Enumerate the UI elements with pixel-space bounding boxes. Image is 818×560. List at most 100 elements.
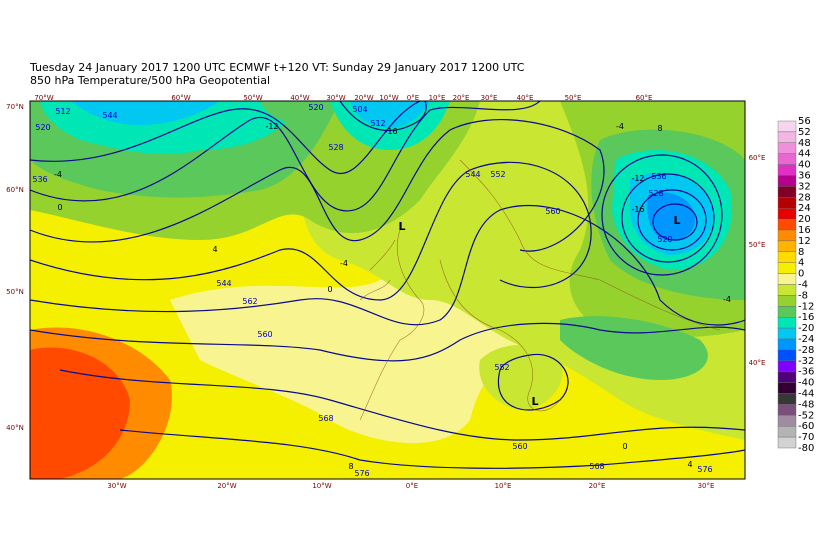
legend-label: -44 — [798, 389, 814, 400]
map-frame — [29, 100, 746, 480]
latitude-label: 60°E — [749, 154, 766, 162]
temperature-label: 0 — [622, 442, 627, 451]
legend-label: 56 — [798, 116, 811, 127]
temperature-label: -16 — [384, 127, 397, 136]
legend-label: -24 — [798, 334, 814, 345]
legend-label: -12 — [798, 301, 814, 312]
longitude-label: 10°W — [379, 94, 398, 102]
legend-label: -32 — [798, 356, 814, 367]
low-centre: L — [673, 214, 680, 227]
contour-label: 504 — [352, 105, 367, 114]
temperature-fields — [30, 101, 745, 479]
legend-swatch — [777, 327, 797, 340]
legend-label: -60 — [798, 421, 814, 432]
legend-label: 36 — [798, 171, 811, 182]
temperature-label: -4 — [616, 122, 624, 131]
temperature-label: -12 — [631, 174, 644, 183]
legend-label: 20 — [798, 214, 811, 225]
legend-swatch — [777, 393, 797, 405]
legend-swatch — [777, 240, 797, 252]
latitude-label: 50°E — [749, 241, 766, 249]
longitude-label: 20°W — [217, 482, 236, 490]
legend-swatch — [777, 142, 797, 154]
temperature-label: 0 — [327, 285, 332, 294]
contour-label: 512 — [55, 107, 70, 116]
contour-label: 560 — [545, 207, 560, 216]
legend-swatch — [777, 186, 797, 198]
legend-swatch — [777, 218, 797, 231]
longitude-label: 0°E — [407, 94, 419, 102]
contour-label: 576 — [697, 465, 712, 474]
legend-swatch — [777, 426, 797, 438]
longitude-label: 40°W — [290, 94, 309, 102]
contour-label: 528 — [328, 143, 343, 152]
temperature-area — [647, 192, 696, 241]
contour-label: 552 — [490, 170, 505, 179]
contour-label: 536 — [32, 175, 47, 184]
legend-label: 16 — [798, 225, 811, 236]
longitude-label: 60°E — [636, 94, 653, 102]
longitude-label: 10°E — [495, 482, 512, 490]
longitude-label: 20°E — [589, 482, 606, 490]
legend-swatch — [777, 207, 797, 220]
temperature-area — [30, 347, 130, 479]
longitude-label: 30°E — [698, 482, 715, 490]
legend-label: 28 — [798, 192, 811, 203]
legend-swatch — [777, 229, 797, 242]
latitude-label: 50°N — [6, 288, 24, 296]
longitude-label: 50°E — [565, 94, 582, 102]
temperature-label: 8 — [657, 124, 662, 133]
latitude-label: 70°N — [6, 103, 24, 111]
legend-label: 44 — [798, 149, 811, 160]
legend-swatch — [777, 349, 797, 361]
coastlines — [359, 159, 721, 421]
legend-swatch — [777, 415, 797, 427]
longitude-label: 20°E — [453, 94, 470, 102]
low-centre: L — [531, 395, 538, 408]
temperature-label: 0 — [57, 203, 62, 212]
contour-label: 560 — [512, 442, 527, 451]
legend-label: 52 — [798, 127, 811, 138]
latitude-label: 40°N — [6, 424, 24, 432]
contour-label: 562 — [242, 297, 257, 306]
legend-swatch — [777, 175, 797, 187]
legend-label: -20 — [798, 323, 814, 334]
legend-swatch — [777, 371, 797, 383]
longitude-label: 0°E — [406, 482, 418, 490]
temperature-label: 4 — [687, 460, 692, 469]
longitude-label: 30°W — [326, 94, 345, 102]
legend-label: 32 — [798, 181, 811, 192]
longitude-label: 50°W — [243, 94, 262, 102]
temperature-area — [260, 101, 330, 122]
legend-label: -16 — [798, 312, 814, 323]
legend-swatch — [777, 131, 797, 143]
longitude-label: 70°W — [34, 94, 53, 102]
legend-label: 24 — [798, 203, 811, 214]
legend-label: -40 — [798, 378, 814, 389]
latitude-label: 60°N — [6, 186, 24, 194]
legend-label: -52 — [798, 410, 814, 421]
contour-label: 576 — [354, 469, 369, 478]
contour-label: 544 — [465, 170, 480, 179]
contour-label: 528 — [648, 189, 663, 198]
temperature-label: 4 — [212, 245, 217, 254]
legend-swatch — [777, 317, 797, 329]
legend-label: 12 — [798, 236, 811, 247]
legend-swatch — [777, 197, 797, 209]
legend-swatch — [777, 284, 797, 296]
legend-label: -4 — [798, 280, 808, 291]
contour-label: 520 — [308, 103, 323, 112]
legend: 565248444036322824201612840-4-8-12-16-20… — [777, 116, 814, 454]
legend-label: 8 — [798, 247, 804, 258]
legend-swatch — [777, 120, 797, 133]
temperature-label: -12 — [265, 122, 278, 131]
temperature-label: -4 — [723, 295, 731, 304]
legend-swatch — [777, 404, 797, 416]
longitude-label: 30°W — [107, 482, 126, 490]
contour-label: 544 — [102, 111, 117, 120]
legend-label: -80 — [798, 443, 814, 454]
temperature-label: -4 — [340, 259, 348, 268]
legend-swatch — [777, 153, 797, 165]
legend-swatch — [777, 338, 797, 351]
